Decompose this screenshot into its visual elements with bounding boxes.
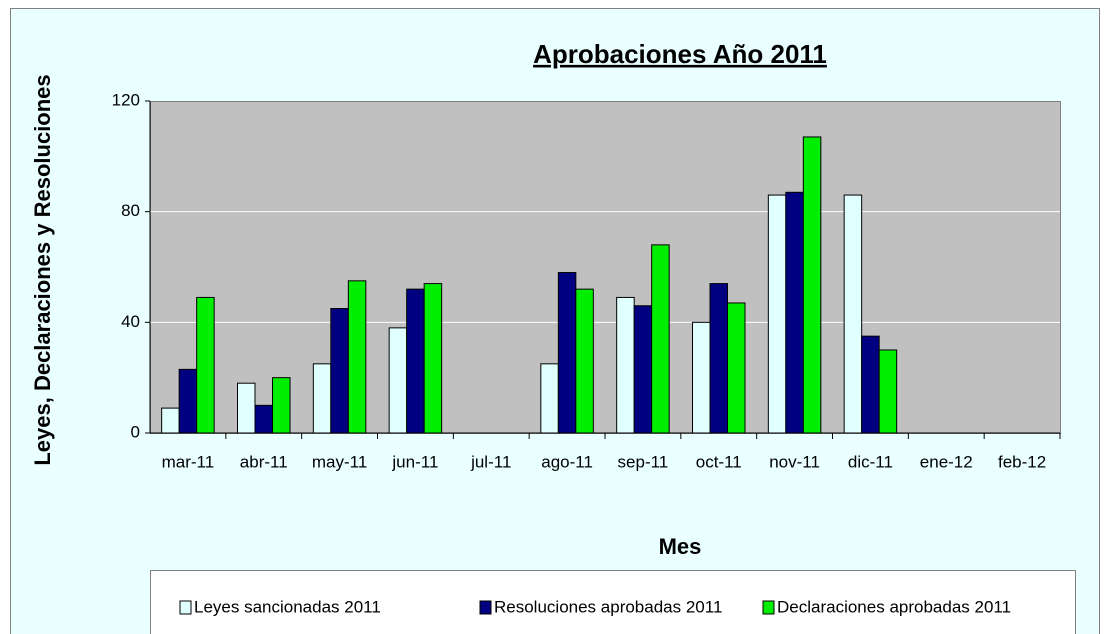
x-tick-label: jul-11 [470,452,511,471]
x-tick-label: feb-12 [998,452,1046,471]
y-tick-label: 80 [121,201,140,220]
chart-title: Aprobaciones Año 2011 [533,39,827,69]
legend-swatch [479,600,492,615]
bar [423,283,443,434]
bar [633,305,653,434]
x-tick-label: abr-11 [240,452,288,471]
x-tick-label: dic-11 [848,452,893,471]
bar [767,194,787,434]
x-tick-label: nov-11 [769,452,820,471]
bar [878,349,898,434]
bar [785,191,804,434]
bar [651,244,670,434]
bar [727,302,746,434]
bar [861,335,880,434]
y-tick-label: 40 [121,312,140,331]
x-tick-label: oct-11 [696,452,742,471]
x-tick-label: jun-11 [391,452,438,471]
bar [692,321,711,434]
bar [272,377,291,434]
legend-swatch [179,600,192,615]
bar [254,404,273,434]
legend-label: Resoluciones aprobadas 2011 [494,597,722,616]
x-tick-label: ago-11 [541,452,593,471]
bar [161,407,180,434]
bar [330,308,349,434]
bar [616,296,635,434]
x-tick-label: mar-11 [162,452,215,471]
y-axis-label: Leyes, Declaraciones y Resoluciones [30,74,55,465]
bar [557,272,577,434]
legend-box [150,570,1076,634]
x-axis-label: Mes [659,534,702,559]
legend-label: Declaraciones aprobadas 2011 [777,597,1011,616]
bar [575,288,594,434]
bar [843,194,863,434]
bar [196,296,215,434]
bar [388,327,408,434]
bar [709,283,728,434]
bar [312,363,332,434]
y-tick-label: 0 [131,422,140,441]
bar [540,363,559,434]
legend-swatch [762,600,775,615]
bar [406,288,425,434]
bar [178,368,198,434]
bar [347,280,367,434]
x-tick-label: sep-11 [618,452,669,471]
x-tick-label: ene-12 [920,452,973,471]
legend-label: Leyes sancionadas 2011 [194,597,381,616]
bar [802,136,822,434]
bar [237,382,256,434]
x-tick-label: may-11 [312,452,367,471]
y-tick-label: 120 [112,90,140,109]
